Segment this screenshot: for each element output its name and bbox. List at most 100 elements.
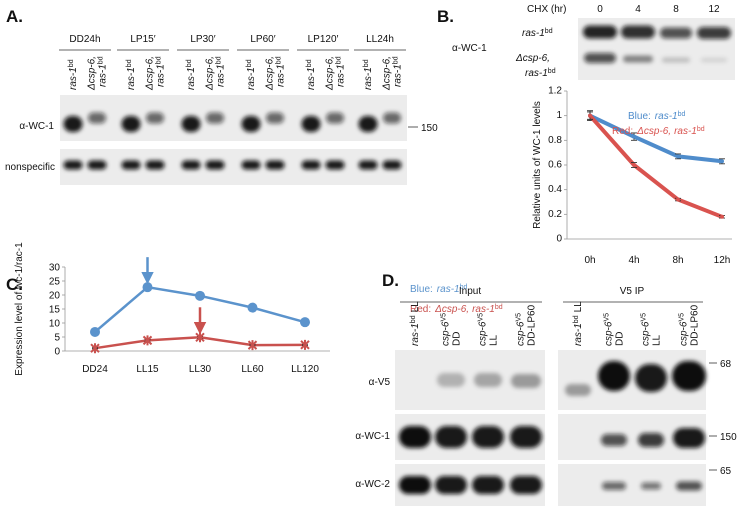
- band: [301, 160, 321, 170]
- series-line: [589, 113, 723, 164]
- text-part: bd: [392, 56, 399, 64]
- lane-label: Δcsp-6,: [325, 56, 336, 91]
- lane-label: csp-6V5: [603, 313, 615, 346]
- band: [584, 53, 616, 63]
- band: [265, 160, 285, 170]
- text-part: csp-6: [679, 321, 690, 346]
- text-part: Δcsp-6,: [515, 53, 550, 64]
- text-part: bd: [306, 59, 313, 67]
- lane-label: ras-1bd: [186, 59, 198, 90]
- lane-label: LL: [652, 334, 663, 346]
- lane-label: LL: [489, 334, 500, 346]
- text-part: bd: [697, 126, 705, 133]
- band: [662, 57, 690, 63]
- row-label: α-WC-1: [355, 431, 390, 442]
- text-part: V5: [640, 313, 647, 322]
- text-part: bd: [215, 56, 222, 64]
- text-part: bd: [460, 284, 468, 291]
- text-part: V5: [603, 313, 610, 322]
- size-marker: 68: [720, 359, 732, 370]
- blot-bands: [602, 481, 702, 491]
- text-part: ras-1: [393, 64, 404, 87]
- lane-label: ras-1bd: [215, 56, 227, 87]
- lane-label: Δcsp-6,: [382, 56, 393, 91]
- legend-entry: Blue: ras-1bd: [410, 284, 467, 296]
- lane-label: ras-1bd: [306, 59, 318, 90]
- row-label: α-WC-2: [355, 479, 390, 490]
- blot: [60, 95, 407, 141]
- band: [601, 434, 627, 446]
- text-part: ras-1: [573, 323, 584, 346]
- band: [437, 373, 465, 387]
- text-part: ras-1: [246, 67, 257, 90]
- text-part: ras-1: [363, 67, 374, 90]
- y-tick-label: 0.4: [548, 184, 562, 195]
- text-part: bd: [335, 56, 342, 64]
- point: [90, 343, 100, 354]
- panel-label: C.: [6, 275, 23, 294]
- chx-time: 12: [708, 4, 720, 15]
- legend-entry: Blue: ras-1bd: [628, 111, 685, 123]
- text-part: V5: [515, 313, 522, 322]
- text-part: LL: [573, 301, 584, 313]
- band: [435, 426, 467, 448]
- point: [300, 339, 310, 350]
- band: [358, 160, 378, 170]
- lane-label: ras-1bd: [246, 59, 258, 90]
- text-part: csp-6: [441, 321, 452, 346]
- text-part: Δcsp-6,: [265, 56, 276, 91]
- condition-label: LL24h: [366, 34, 394, 45]
- row-label: α-V5: [369, 377, 391, 388]
- text-part: bd: [363, 59, 370, 67]
- text-part: bd: [246, 59, 253, 67]
- text-part: ras-1: [126, 67, 137, 90]
- band: [206, 112, 224, 124]
- text-part: Blue:: [628, 111, 651, 122]
- text-part: DD: [615, 332, 626, 346]
- chx-time: 0: [597, 4, 603, 15]
- band: [697, 27, 731, 39]
- lane-label: Δcsp-6,: [145, 56, 156, 91]
- band: [660, 27, 692, 39]
- point: [90, 326, 100, 337]
- text-part: ras-1: [522, 28, 545, 39]
- panel-label: A.: [6, 7, 23, 26]
- text-part: Δcsp-6,: [205, 56, 216, 91]
- lane-label: ras-1bd: [97, 56, 109, 87]
- y-tick-label: 0.2: [548, 209, 562, 220]
- lane-label: ras-1bd: [392, 56, 404, 87]
- size-marker: 65: [720, 466, 732, 477]
- blot-bands: [399, 426, 542, 448]
- y-tick-label: 0.8: [548, 135, 562, 146]
- blot-bands: [583, 25, 731, 63]
- panel-label: D.: [382, 271, 399, 290]
- point: [632, 134, 636, 139]
- point: [676, 154, 680, 159]
- text-part: Δcsp-6,: [382, 56, 393, 91]
- text-part: ras-1: [472, 304, 495, 315]
- text-part: LL: [489, 334, 500, 346]
- text-part: Δcsp-6,: [325, 56, 336, 91]
- band: [88, 112, 106, 124]
- chx-time: 4: [635, 4, 641, 15]
- text-part: csp-6: [641, 321, 652, 346]
- text-part: Blue:: [410, 284, 433, 295]
- x-tick-label: 0h: [584, 255, 595, 266]
- text-part: Δcsp-6,: [145, 56, 156, 91]
- band: [325, 160, 345, 170]
- band: [399, 426, 431, 448]
- band: [241, 160, 261, 170]
- y-tick-label: 0: [54, 346, 60, 357]
- text-part: bd: [495, 304, 503, 311]
- text-part: ras-1: [437, 284, 460, 295]
- band: [326, 112, 344, 124]
- y-tick-label: 1: [556, 110, 562, 121]
- x-tick-label: 12h: [714, 255, 731, 266]
- y-tick-label: 0: [556, 234, 562, 245]
- y-tick-label: 10: [49, 318, 61, 329]
- y-tick-label: 5: [54, 332, 60, 343]
- point: [720, 214, 724, 219]
- band: [673, 428, 705, 448]
- blot-bands: [437, 373, 541, 388]
